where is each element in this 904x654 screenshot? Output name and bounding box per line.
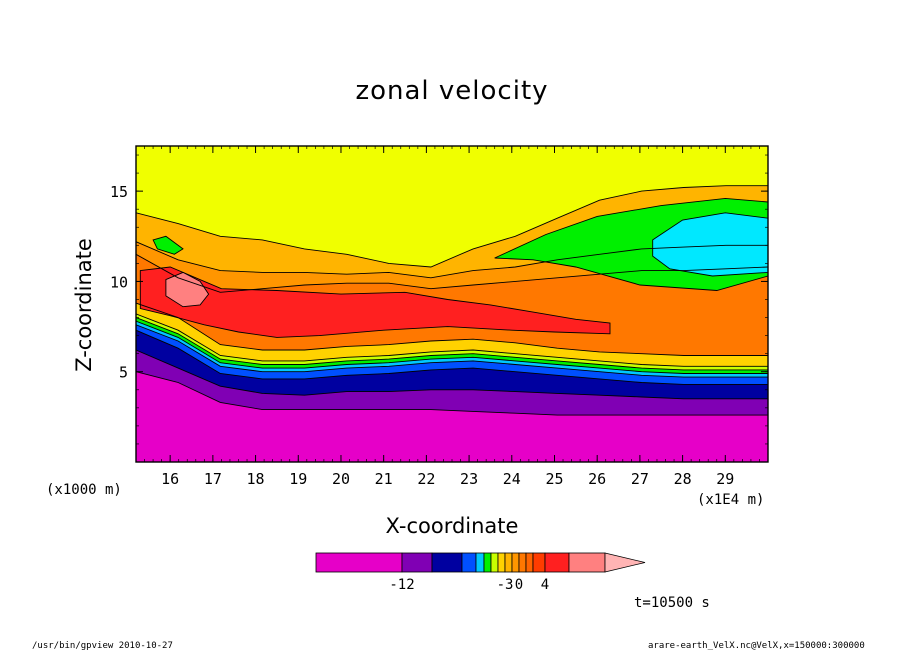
colorbar: -12 -3 0 4 [315, 552, 646, 593]
y-axis-label: Z-coordinate [72, 238, 96, 372]
contour-yellow-green [136, 313, 768, 367]
colorbar-tick-label: 0 [515, 577, 523, 593]
colorbar-segment [518, 552, 527, 573]
contour-fields [136, 146, 768, 462]
x-tick-label: 20 [332, 470, 350, 488]
blob-cyan-region [652, 212, 768, 277]
colorbar-arrow [604, 552, 646, 573]
blob-red-core [139, 266, 611, 338]
colorbar-segment [490, 552, 499, 573]
x-tick-label: 25 [545, 470, 563, 488]
x-tick-label: 18 [247, 470, 265, 488]
x-tick-label: 29 [716, 470, 734, 488]
region-light-orange [136, 185, 768, 278]
region-yellow [136, 146, 768, 267]
colorbar-segment [525, 552, 534, 573]
colorbar-segment [532, 552, 546, 573]
region-blue [136, 324, 768, 385]
colorbar-segment [315, 552, 403, 573]
footer-right: arare-earth_VelX.nc@VelX,x=150000:300000 [648, 641, 865, 651]
contour-gold [136, 302, 768, 356]
x-tick-label: 26 [588, 470, 606, 488]
contour-light-orange [136, 185, 768, 268]
region-dark-blue [136, 330, 768, 399]
x-unit-label: (x1E4 m) [697, 492, 765, 508]
contour-magenta [136, 371, 768, 416]
region-gold [136, 303, 768, 367]
colorbar-segment [504, 552, 513, 573]
x-tick-label: 19 [289, 470, 307, 488]
y-axis: 5 10 15 [110, 154, 768, 445]
colorbar-segment [568, 552, 606, 573]
region-magenta [136, 371, 768, 462]
blob-small-green-left [152, 235, 184, 255]
x-tick-label: 28 [674, 470, 692, 488]
contour-orange [136, 241, 768, 279]
x-tick-label: 17 [204, 470, 222, 488]
y-tick-label: 10 [110, 273, 128, 291]
y-tick-label: 5 [119, 364, 128, 382]
region-purple [136, 350, 768, 416]
colorbar-segment [497, 552, 506, 573]
colorbar-tick-label: -12 [389, 577, 414, 593]
y-unit-label: (x1000 m) [46, 482, 122, 498]
colorbar-segment [401, 552, 433, 573]
contour-lines [136, 146, 768, 416]
colorbar-segment [544, 552, 570, 573]
colorbar-segment [483, 552, 492, 573]
x-tick-label: 24 [503, 470, 521, 488]
contour-purple [136, 349, 768, 400]
footer-left: /usr/bin/gpview 2010-10-27 [32, 641, 173, 651]
colorbar-segment [511, 552, 520, 573]
blob-pink-core [165, 271, 210, 308]
contour-blue [136, 324, 768, 378]
colorbar-tick-label: -3 [497, 577, 514, 593]
contour-green [136, 317, 768, 371]
contour-light-blue [136, 320, 768, 374]
chart-title: zonal velocity [355, 76, 549, 106]
contour-dark-orange [136, 253, 768, 293]
y-tick-label: 15 [110, 183, 128, 201]
x-tick-label: 27 [631, 470, 649, 488]
colorbar-tick-label: 4 [541, 577, 549, 593]
x-tick-label: 22 [417, 470, 435, 488]
colorbar-segment [461, 552, 477, 573]
colorbar-segment [475, 552, 485, 573]
time-label: t=10500 s [634, 595, 710, 611]
x-tick-label: 23 [460, 470, 478, 488]
contour-dark-blue [136, 329, 768, 385]
x-tick-label: 21 [375, 470, 393, 488]
x-axis: 16 17 18 19 20 21 22 23 24 25 26 27 28 29 [135, 146, 769, 488]
x-tick-label: 16 [161, 470, 179, 488]
x-axis-label: X-coordinate [385, 514, 519, 538]
colorbar-segment [431, 552, 463, 573]
